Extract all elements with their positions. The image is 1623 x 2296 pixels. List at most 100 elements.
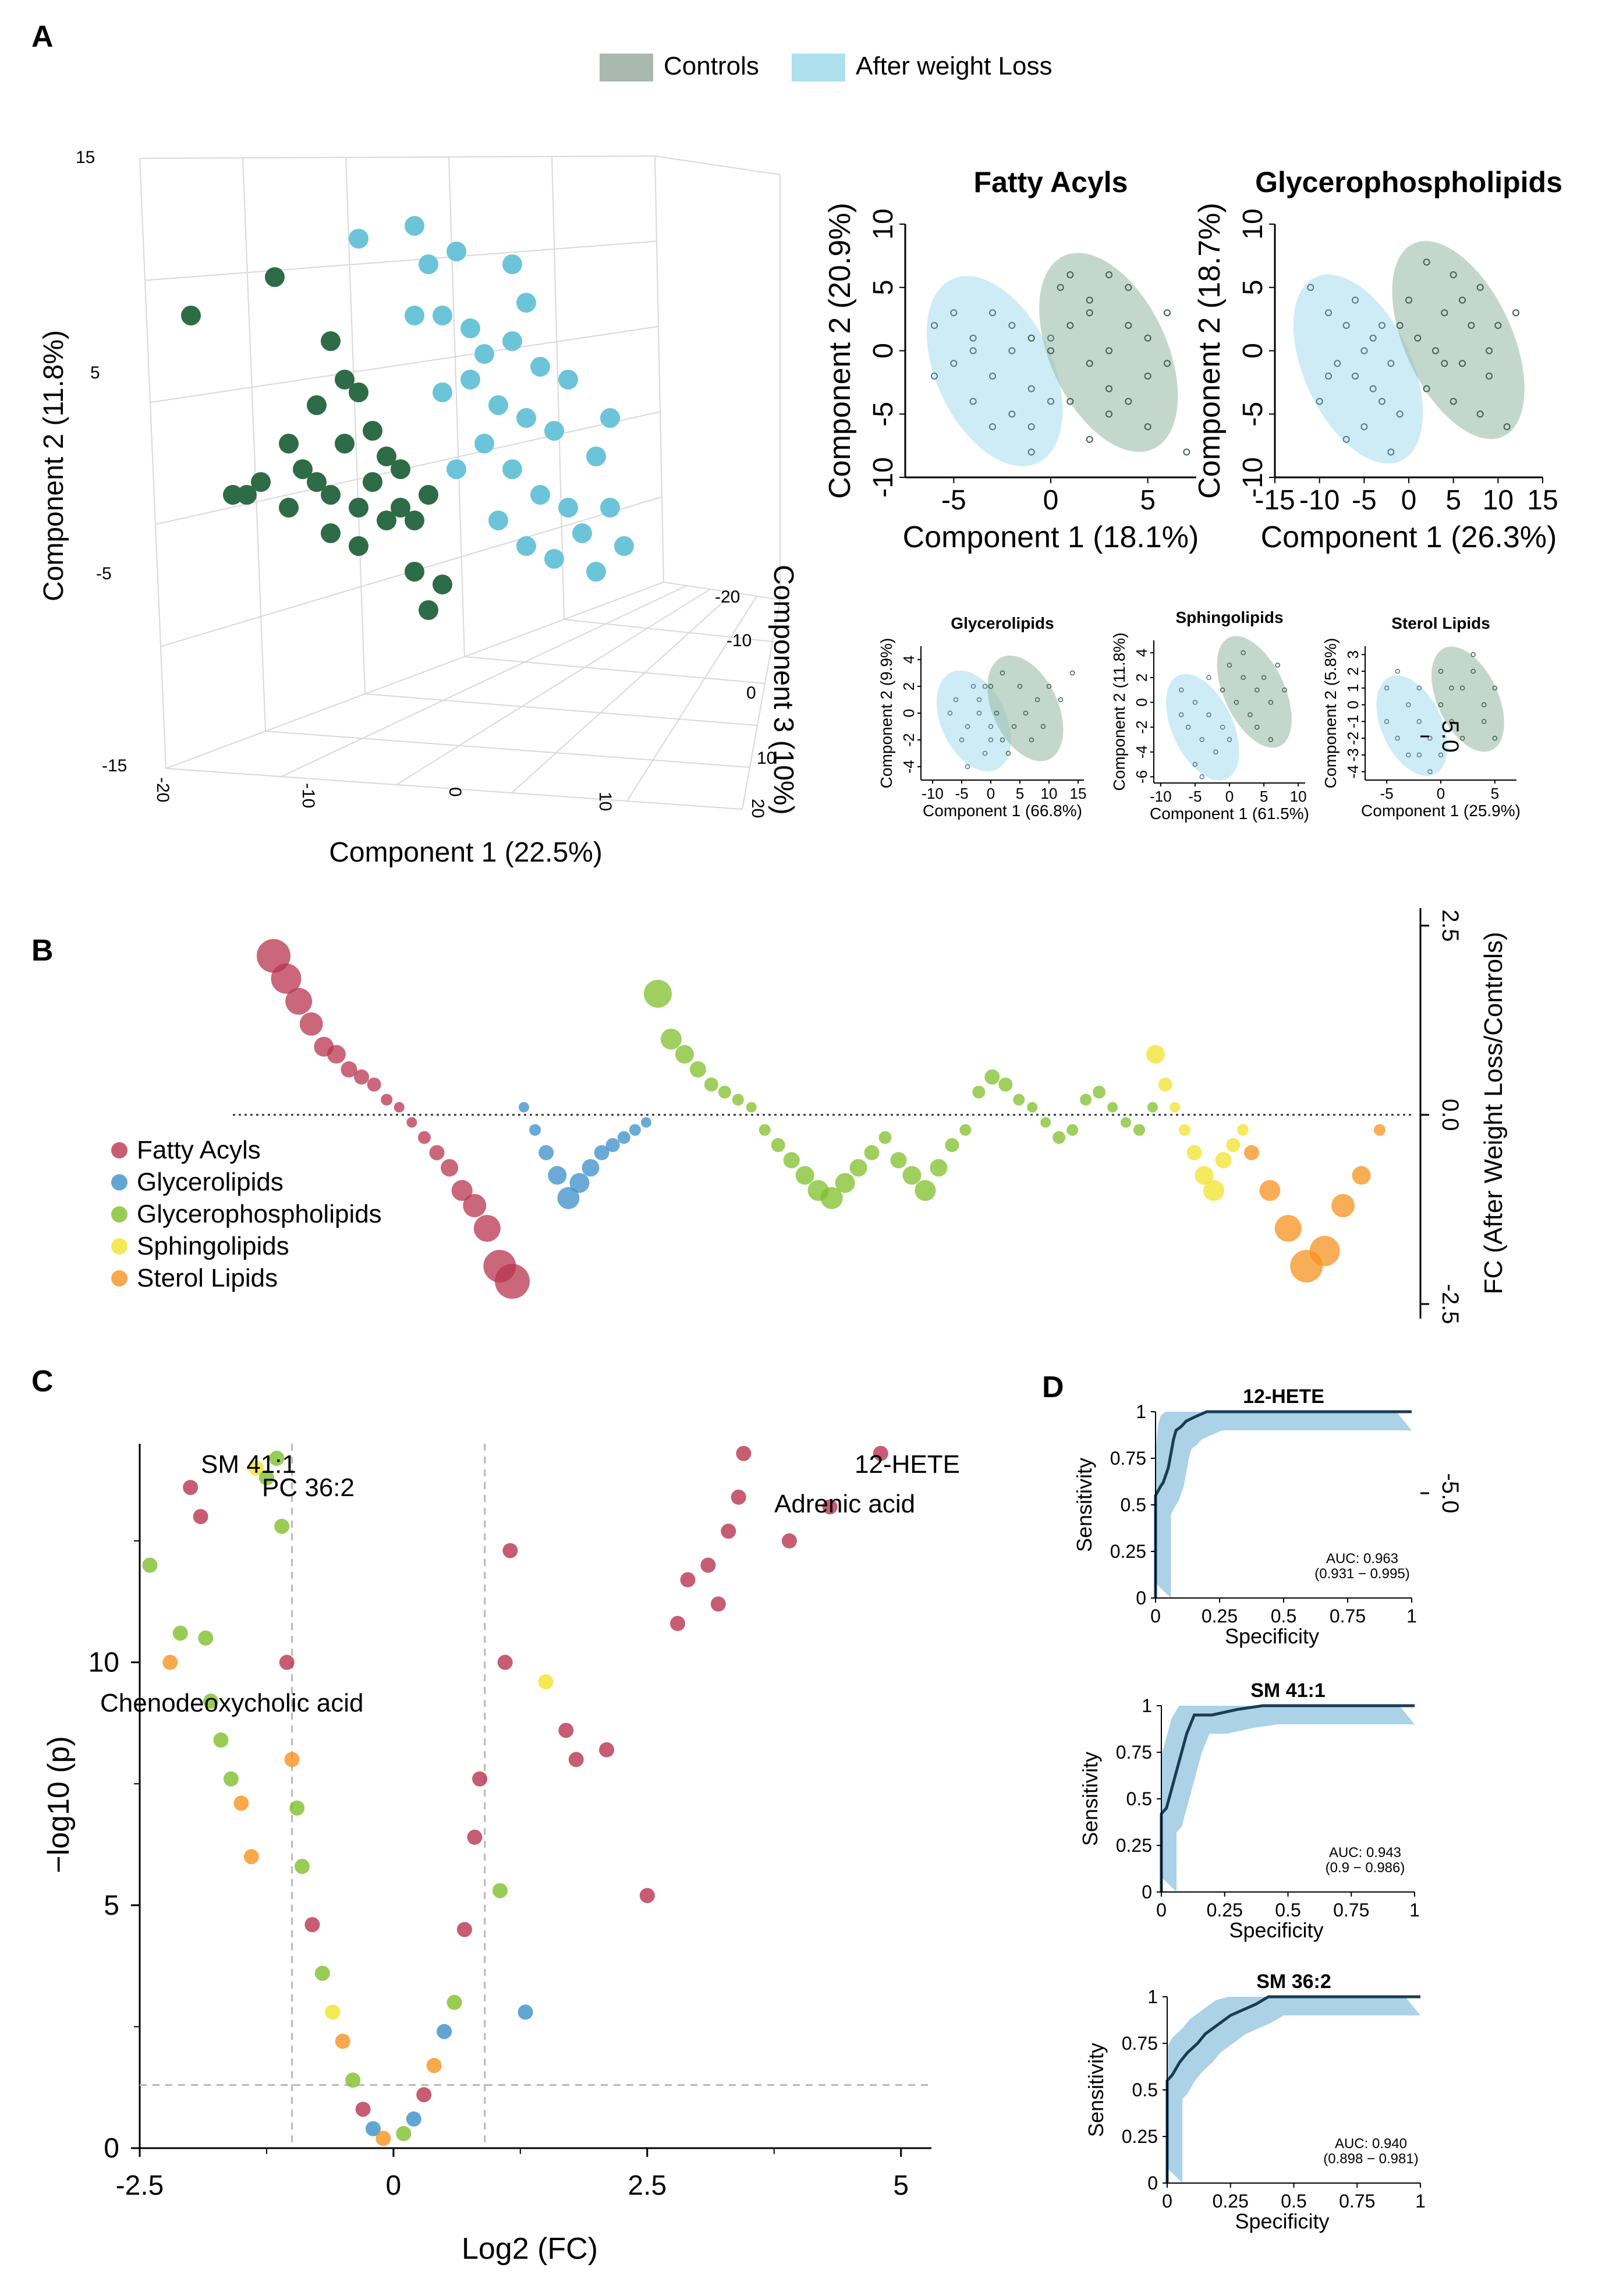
pca3d-xtick: 0	[445, 787, 465, 797]
volcano-label-sm411: SM 41:1	[201, 1450, 296, 1479]
pls-point-controls	[1057, 284, 1064, 291]
pls-point-after	[1027, 423, 1035, 430]
pca3d-point-controls	[321, 523, 341, 543]
pls-point-after	[1325, 309, 1332, 317]
pca3d-grid-line	[663, 582, 781, 600]
volcano-point	[437, 2024, 452, 2039]
fc-point	[771, 1138, 785, 1152]
pls-point-controls	[1164, 309, 1171, 317]
volcano-xtick-label: -2.5	[116, 2170, 164, 2201]
roc-xtick-label: 0.25	[1207, 1900, 1243, 1921]
pls-point-after	[1027, 385, 1035, 392]
pls-xtick-label: 10	[1290, 788, 1307, 805]
pls-ylabel: Component 2 (9.9%)	[877, 638, 895, 788]
pls-xtick-label: -5	[1352, 485, 1377, 516]
roc-ytick-label: 0.5	[1126, 1788, 1152, 1809]
pca3d-point-after	[488, 395, 508, 415]
fc-point	[959, 1124, 972, 1136]
pls-point-after	[1416, 685, 1422, 691]
fc-point	[582, 1159, 600, 1177]
roc-xtick-label: 0.5	[1281, 2191, 1306, 2212]
pls-point-after	[1199, 774, 1204, 779]
roc-title: 12-HETE	[1243, 1386, 1324, 1408]
pls-point-controls	[1125, 322, 1132, 329]
pls-point-controls	[1470, 652, 1476, 657]
pca3d-point-controls	[279, 498, 299, 518]
pca3d-point-controls	[237, 485, 257, 505]
pca3d-point-after	[586, 562, 606, 582]
fc-point	[1374, 1124, 1385, 1136]
pls-ytick-label: 0	[1238, 343, 1268, 359]
fc-point	[538, 1145, 554, 1160]
pls-ytick-label: 0	[1344, 700, 1362, 708]
pca3d-grid-line	[242, 158, 266, 732]
volcano-point	[426, 2058, 442, 2074]
pls-point-after	[1227, 737, 1232, 742]
fc-point	[783, 1152, 800, 1168]
volcano-point	[193, 1509, 208, 1525]
roc-xtick-label: 1	[1415, 2191, 1426, 2212]
pls-point-after	[931, 322, 938, 329]
pca3d-point-after	[460, 370, 480, 389]
pls-point-after	[959, 737, 965, 743]
roc-ytick-label: 0	[1147, 2173, 1158, 2194]
fc-point	[1093, 1086, 1106, 1099]
pca3d-grid-line	[265, 731, 750, 768]
pca3d-grid-line	[144, 240, 657, 281]
pls-point-after	[1395, 668, 1400, 674]
volcano-point	[497, 1654, 513, 1670]
fc-point	[864, 1145, 880, 1160]
pls-point-after	[950, 360, 958, 367]
legend-swatch-after	[792, 54, 845, 82]
pls-point-after	[1379, 322, 1385, 329]
pls-point-after	[1179, 712, 1184, 718]
fc-point	[915, 1180, 936, 1201]
volcano-point	[183, 1480, 199, 1496]
pls-point-controls	[1023, 710, 1029, 716]
pls-point-after	[1342, 435, 1350, 443]
pca3d-point-after	[558, 370, 578, 389]
pls-point-after	[1406, 702, 1411, 707]
roc-ytick-label: 1	[1142, 1695, 1152, 1716]
pls-xtick-label: 5	[1491, 785, 1499, 802]
pls-point-after	[1342, 322, 1350, 329]
fc-point	[1195, 1166, 1214, 1185]
legend-swatch-controls	[600, 54, 653, 82]
pca3d-point-controls	[377, 511, 396, 530]
fc-point	[984, 1069, 1000, 1085]
volcano-point	[502, 1543, 518, 1558]
pls-point-controls	[1423, 385, 1430, 392]
pca3d-point-after	[433, 382, 452, 402]
pls-point-controls	[1268, 737, 1274, 742]
pls-point-after	[976, 710, 982, 716]
volcano-point	[518, 2004, 533, 2020]
pls-point-controls	[1255, 687, 1260, 693]
pca3d-point-controls	[293, 459, 313, 479]
pca3d-point-controls	[405, 562, 424, 582]
fc-point	[945, 1138, 959, 1152]
fc-point	[1107, 1102, 1118, 1112]
fc-point	[529, 1124, 541, 1136]
pls-point-after	[1334, 360, 1341, 367]
pca3d-point-controls	[363, 421, 382, 441]
pls-ellipse-controls	[1392, 240, 1525, 440]
pca3d-grid-line	[551, 156, 565, 620]
pls-ytick-label: -10	[868, 457, 899, 497]
fc-point	[835, 1173, 855, 1193]
pls-title: Glycerophospholipids	[1255, 166, 1562, 199]
pca3d-grid-line	[396, 589, 711, 785]
pls-ytick-label: 0	[1133, 698, 1150, 706]
pls-xlabel: Component 1 (61.5%)	[1150, 805, 1309, 823]
pls-point-controls	[1492, 685, 1498, 691]
volcano-point	[314, 1965, 330, 1981]
pca3d-ytick: 15	[76, 148, 95, 167]
pls-point-controls	[1086, 309, 1093, 317]
pls-point-after	[1384, 685, 1390, 691]
pls-xlabel: Component 1 (25.9%)	[1361, 802, 1521, 820]
pca3d-grid-line	[139, 155, 655, 159]
pls-xtick-label: 0	[1437, 785, 1445, 802]
volcano-point	[406, 2111, 421, 2127]
fc-point	[417, 1131, 431, 1144]
pls-ytick-label: 5	[868, 279, 899, 295]
volcano-point	[325, 2004, 341, 2020]
